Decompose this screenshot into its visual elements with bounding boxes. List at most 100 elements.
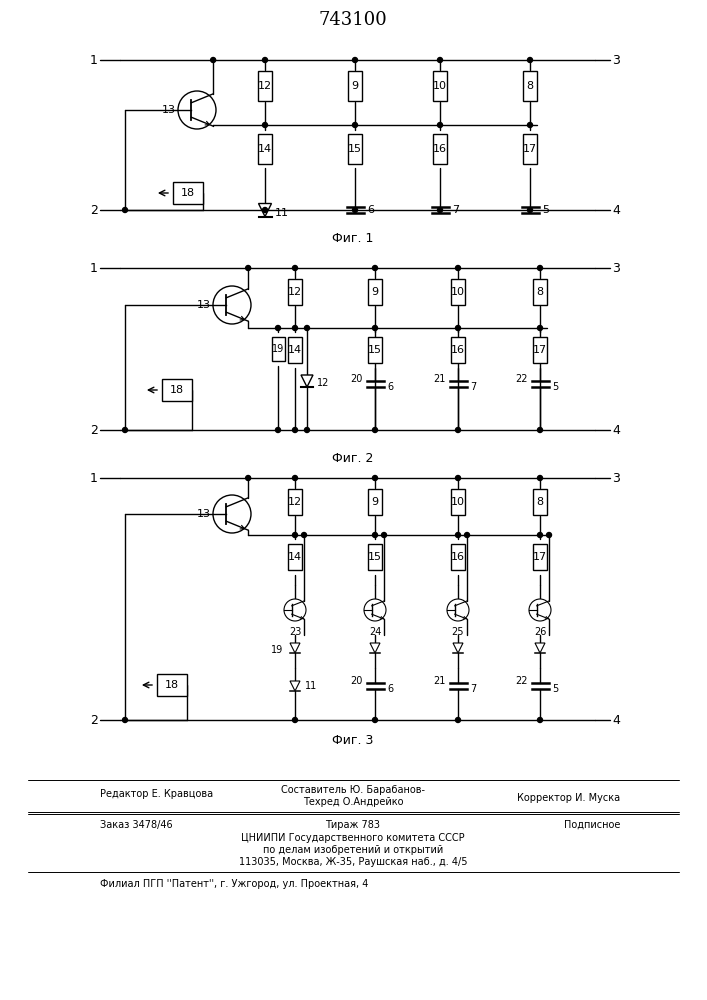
Circle shape xyxy=(178,91,216,129)
Text: 17: 17 xyxy=(523,144,537,154)
Text: 113035, Москва, Ж-35, Раушская наб., д. 4/5: 113035, Москва, Ж-35, Раушская наб., д. … xyxy=(239,857,467,867)
Bar xyxy=(348,134,362,164)
Text: 14: 14 xyxy=(288,552,302,562)
Circle shape xyxy=(438,122,443,127)
Text: 16: 16 xyxy=(451,345,465,355)
Text: 21: 21 xyxy=(433,676,446,686)
Circle shape xyxy=(537,265,542,270)
Bar xyxy=(258,134,272,164)
Circle shape xyxy=(455,265,460,270)
Text: 13: 13 xyxy=(162,105,176,115)
Text: 8: 8 xyxy=(537,497,544,507)
Circle shape xyxy=(293,428,298,432)
Bar xyxy=(288,279,302,305)
Bar xyxy=(523,71,537,101)
Text: 17: 17 xyxy=(533,345,547,355)
Circle shape xyxy=(382,532,387,538)
Text: 7: 7 xyxy=(452,205,459,215)
Text: 1: 1 xyxy=(90,261,98,274)
Text: 8: 8 xyxy=(527,81,534,91)
Bar xyxy=(451,489,465,515)
Text: по делам изобретений и открытий: по делам изобретений и открытий xyxy=(263,845,443,855)
Circle shape xyxy=(305,326,310,330)
Text: Редактор Е. Кравцова: Редактор Е. Кравцова xyxy=(100,789,213,799)
Text: 20: 20 xyxy=(351,676,363,686)
Circle shape xyxy=(293,532,298,538)
Text: 26: 26 xyxy=(534,627,547,637)
Circle shape xyxy=(122,208,127,213)
Bar xyxy=(348,71,362,101)
Circle shape xyxy=(455,428,460,432)
Text: 2: 2 xyxy=(90,424,98,436)
Circle shape xyxy=(353,122,358,127)
Polygon shape xyxy=(535,643,545,653)
Bar xyxy=(368,279,382,305)
Text: 7: 7 xyxy=(470,684,477,694)
Circle shape xyxy=(305,428,310,432)
Text: 11: 11 xyxy=(275,208,289,218)
Text: 19: 19 xyxy=(271,645,283,655)
Bar xyxy=(523,134,537,164)
Text: 16: 16 xyxy=(451,552,465,562)
Bar xyxy=(451,279,465,305)
Text: 22: 22 xyxy=(515,676,528,686)
Circle shape xyxy=(213,495,251,533)
Circle shape xyxy=(301,532,307,538)
Text: 16: 16 xyxy=(433,144,447,154)
Bar xyxy=(288,544,302,570)
Text: 18: 18 xyxy=(170,385,184,395)
Circle shape xyxy=(537,428,542,432)
Circle shape xyxy=(122,718,127,722)
Circle shape xyxy=(293,718,298,722)
Circle shape xyxy=(455,326,460,330)
Text: 9: 9 xyxy=(351,81,358,91)
Circle shape xyxy=(373,532,378,538)
Text: 22: 22 xyxy=(515,374,528,384)
Text: Фиг. 3: Фиг. 3 xyxy=(332,734,374,746)
Text: 12: 12 xyxy=(317,378,329,388)
Text: Фиг. 1: Фиг. 1 xyxy=(332,232,374,244)
Circle shape xyxy=(373,718,378,722)
Circle shape xyxy=(455,718,460,722)
Text: 6: 6 xyxy=(387,684,393,694)
Circle shape xyxy=(455,532,460,538)
Text: 10: 10 xyxy=(451,287,465,297)
Text: 13: 13 xyxy=(197,300,211,310)
Circle shape xyxy=(213,286,251,324)
Text: 24: 24 xyxy=(369,627,381,637)
Text: 5: 5 xyxy=(552,684,559,694)
Circle shape xyxy=(364,599,386,621)
Circle shape xyxy=(537,718,542,722)
Circle shape xyxy=(262,208,267,213)
Circle shape xyxy=(245,265,251,270)
Text: 17: 17 xyxy=(533,552,547,562)
Circle shape xyxy=(537,476,542,481)
Circle shape xyxy=(262,122,267,127)
Text: Корректор И. Муска: Корректор И. Муска xyxy=(517,793,620,803)
Text: 10: 10 xyxy=(433,81,447,91)
Text: 5: 5 xyxy=(552,382,559,392)
Text: 4: 4 xyxy=(612,204,620,217)
Text: 1: 1 xyxy=(90,53,98,66)
Text: 9: 9 xyxy=(371,287,378,297)
Text: 8: 8 xyxy=(537,287,544,297)
Text: 2: 2 xyxy=(90,204,98,217)
Text: 14: 14 xyxy=(288,345,302,355)
Bar xyxy=(368,337,382,363)
Bar xyxy=(288,489,302,515)
Polygon shape xyxy=(290,643,300,653)
Circle shape xyxy=(353,208,358,213)
Circle shape xyxy=(438,208,443,213)
Text: 2: 2 xyxy=(90,714,98,726)
Bar xyxy=(433,71,447,101)
Text: Техред О.Андрейко: Техред О.Андрейко xyxy=(303,797,403,807)
Circle shape xyxy=(455,476,460,481)
Bar xyxy=(258,71,272,101)
Text: 21: 21 xyxy=(433,374,446,384)
Text: 7: 7 xyxy=(470,382,477,392)
Text: 12: 12 xyxy=(288,497,302,507)
Bar xyxy=(533,489,547,515)
Text: 3: 3 xyxy=(612,472,620,485)
Circle shape xyxy=(284,599,306,621)
Circle shape xyxy=(245,476,251,481)
